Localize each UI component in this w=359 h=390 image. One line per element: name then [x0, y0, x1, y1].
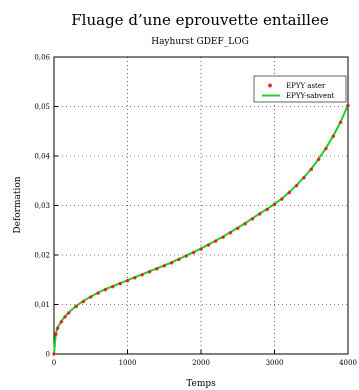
data-point-aster [81, 299, 86, 304]
legend-symbol-aster [267, 83, 273, 88]
data-point-aster [191, 250, 196, 255]
y-tick-label: 0,03 [34, 202, 50, 210]
y-tick-label: 0,04 [34, 153, 50, 161]
chart-title: Fluage d’une eprouvette entaillee [71, 11, 329, 29]
data-point-aster [235, 226, 240, 231]
data-point-aster [258, 212, 262, 216]
data-point-aster [66, 311, 71, 315]
data-point-aster [213, 239, 218, 243]
legend-label-aster: EPYY aster [286, 82, 326, 90]
x-axis-ticks: 0 1000 2000 3000 4000 [52, 350, 357, 367]
data-point-aster [55, 326, 60, 331]
data-point-aster [155, 267, 159, 271]
y-axis-label: Deformation [13, 176, 23, 233]
series-layer [52, 103, 350, 356]
data-point-aster [103, 287, 108, 292]
data-point-aster [199, 247, 203, 251]
data-point-aster [228, 230, 233, 235]
x-tick-label: 0 [52, 359, 56, 367]
data-point-aster [338, 120, 343, 125]
data-point-aster [125, 278, 130, 283]
data-point-aster [169, 261, 174, 265]
data-point-aster [74, 304, 78, 309]
data-point-aster [280, 197, 284, 201]
data-point-aster [206, 243, 211, 247]
data-point-aster [140, 273, 144, 277]
data-point-aster [96, 291, 100, 295]
y-axis-ticks: 0 0,01 0,02 0,03 0,04 0,05 0,06 [34, 54, 58, 359]
data-point-aster [147, 270, 152, 274]
data-point-aster [59, 320, 64, 324]
data-point-aster [111, 284, 115, 289]
y-tick-label: 0 [46, 351, 50, 359]
y-tick-label: 0,05 [34, 103, 50, 111]
data-point-aster [302, 175, 306, 180]
data-point-aster [133, 275, 137, 280]
x-tick-label: 4000 [339, 359, 357, 367]
legend-star-marker [267, 83, 273, 88]
legend-label-sabvent: EPYY-sabvent [286, 92, 335, 100]
data-point-aster [243, 222, 247, 226]
data-point-aster [346, 103, 350, 108]
data-point-aster [316, 157, 321, 162]
data-point-aster [309, 167, 314, 172]
legend-box [253, 75, 347, 103]
data-point-aster [221, 235, 225, 239]
data-point-aster [162, 264, 167, 268]
data-point-aster [265, 207, 269, 212]
data-point-aster [287, 190, 291, 195]
x-tick-label: 1000 [119, 359, 137, 367]
x-axis-label: Temps [186, 379, 216, 389]
data-point-aster [63, 315, 67, 319]
y-tick-label: 0,02 [34, 252, 50, 260]
x-tick-label: 2000 [192, 359, 210, 367]
data-point-aster [324, 146, 328, 151]
y-tick-label: 0,06 [34, 54, 50, 62]
data-point-aster [184, 254, 189, 258]
x-tick-label: 3000 [266, 359, 284, 367]
data-point-aster [331, 134, 336, 138]
data-point-aster [177, 257, 181, 262]
y-tick-label: 0,01 [34, 301, 50, 309]
chart-subtitle: Hayhurst GDEF_LOG [151, 37, 249, 47]
data-point-aster [250, 217, 255, 221]
data-point-aster [54, 332, 58, 336]
data-point-aster [88, 295, 93, 299]
data-point-aster [294, 183, 299, 188]
data-point-aster [52, 352, 56, 356]
data-point-aster [272, 202, 277, 207]
data-point-aster [118, 281, 122, 286]
legend: EPYY aster EPYY-sabvent [253, 75, 347, 103]
